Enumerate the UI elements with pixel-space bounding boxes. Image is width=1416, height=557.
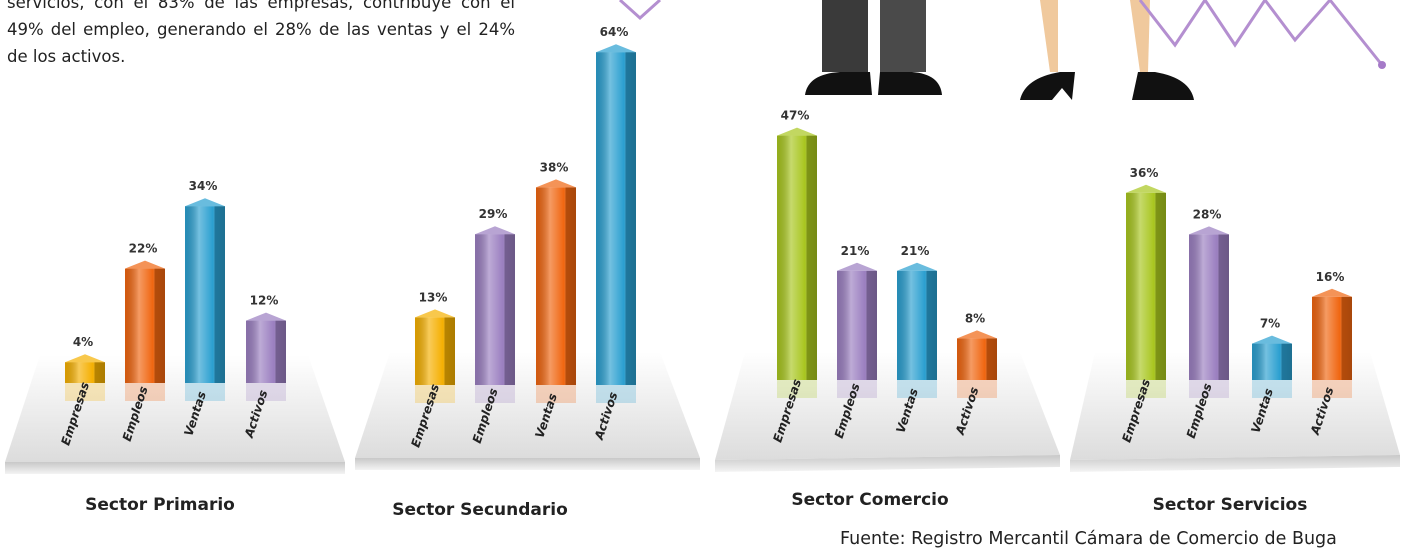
bar-cap <box>1252 336 1292 344</box>
value-label: 36% <box>1130 166 1159 180</box>
value-label: 64% <box>600 25 629 39</box>
value-label: 38% <box>540 160 569 174</box>
value-label: 7% <box>1260 317 1280 331</box>
decoration <box>620 0 1386 100</box>
bar-cap <box>897 263 937 271</box>
bar-shade <box>1252 344 1292 380</box>
bar-shade <box>897 271 937 380</box>
source: Fuente: Registro Mercantil Cámara de Com… <box>840 529 1337 549</box>
chart-title: Sector Comercio <box>791 490 948 510</box>
value-label: 12% <box>250 294 279 308</box>
bar-cap <box>957 330 997 338</box>
value-label: 22% <box>129 242 158 256</box>
infographic: Sector Primario4%Empresas22%Empleos34%Ve… <box>0 0 1416 557</box>
value-label: 8% <box>965 311 985 325</box>
bar-shade <box>65 362 105 383</box>
bar-cap <box>596 44 636 52</box>
bar-shade <box>837 271 877 380</box>
value-label: 21% <box>841 244 870 258</box>
value-label: 28% <box>1193 207 1222 221</box>
bar-shade <box>777 136 817 380</box>
bar-shade <box>415 317 455 385</box>
bar-cap <box>837 263 877 271</box>
bar-cap <box>246 313 286 321</box>
bar-shade <box>1312 297 1352 380</box>
bar-cap <box>1126 185 1166 193</box>
value-label: 21% <box>901 244 930 258</box>
chart-title: Sector Servicios <box>1153 495 1308 515</box>
bar-shade <box>475 234 515 385</box>
chart: Sector Primario4%Empresas22%Empleos34%Ve… <box>0 0 1416 557</box>
bar-cap <box>125 261 165 269</box>
bar-shade <box>1189 234 1229 380</box>
bar-shade <box>957 338 997 380</box>
chart-title: Sector Primario <box>85 495 235 515</box>
value-label: 34% <box>189 179 218 193</box>
bar-shade <box>125 269 165 383</box>
value-label: 47% <box>781 109 810 123</box>
bar-shade <box>246 321 286 383</box>
bar-shade <box>596 52 636 385</box>
bar-cap <box>1312 289 1352 297</box>
bar-cap <box>475 226 515 234</box>
bar-cap <box>536 179 576 187</box>
value-label: 29% <box>479 207 508 221</box>
value-label: 4% <box>73 335 93 349</box>
bar-shade <box>185 206 225 383</box>
bar-cap <box>777 128 817 136</box>
intro-text: servicios, con el 83% de las empresas, c… <box>7 0 515 70</box>
value-label: 16% <box>1316 270 1345 284</box>
chart-title: Sector Secundario <box>392 500 568 520</box>
bar-shade <box>1126 193 1166 380</box>
value-label: 13% <box>419 290 448 304</box>
bar-shade <box>536 187 576 385</box>
bar-cap <box>415 309 455 317</box>
bar-cap <box>185 198 225 206</box>
bar-cap <box>1189 226 1229 234</box>
